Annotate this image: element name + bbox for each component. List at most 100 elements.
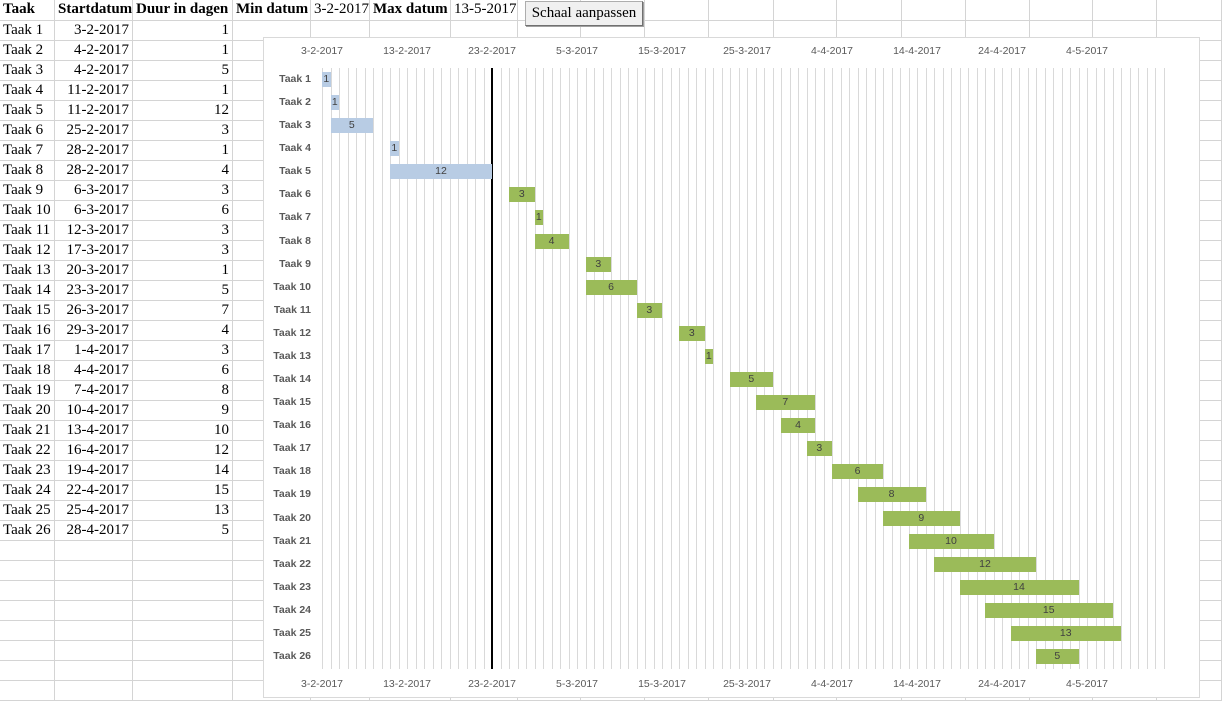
duration-cell[interactable]: 12 xyxy=(133,101,233,121)
start-date-cell[interactable]: 26-3-2017 xyxy=(55,301,133,321)
task-name-cell[interactable]: Taak 1 xyxy=(0,21,55,41)
empty-cell[interactable] xyxy=(55,541,133,561)
empty-cell[interactable] xyxy=(0,541,55,561)
duration-cell[interactable]: 8 xyxy=(133,381,233,401)
empty-cell[interactable] xyxy=(0,681,55,701)
start-date-cell[interactable]: 10-4-2017 xyxy=(55,401,133,421)
gantt-bar[interactable]: 5 xyxy=(1036,649,1079,664)
task-name-cell[interactable]: Taak 15 xyxy=(0,301,55,321)
task-name-cell[interactable]: Taak 22 xyxy=(0,441,55,461)
start-date-cell[interactable]: 12-3-2017 xyxy=(55,221,133,241)
gantt-bar[interactable]: 5 xyxy=(330,118,373,134)
duration-cell[interactable]: 1 xyxy=(133,141,233,161)
task-name-cell[interactable]: Taak 6 xyxy=(0,121,55,141)
start-date-cell[interactable]: 3-2-2017 xyxy=(55,21,133,41)
duration-cell[interactable]: 1 xyxy=(133,261,233,281)
gantt-bar[interactable]: 1 xyxy=(534,210,543,226)
duration-cell[interactable]: 9 xyxy=(133,401,233,421)
duration-cell[interactable]: 5 xyxy=(133,61,233,81)
start-date-cell[interactable]: 16-4-2017 xyxy=(55,441,133,461)
empty-cell[interactable] xyxy=(55,661,133,681)
empty-cell[interactable] xyxy=(133,601,233,621)
task-name-cell[interactable]: Taak 23 xyxy=(0,461,55,481)
start-date-cell[interactable]: 11-2-2017 xyxy=(55,81,133,101)
empty-cell[interactable] xyxy=(645,0,709,21)
gantt-bar[interactable]: 12 xyxy=(934,556,1036,572)
duration-cell[interactable]: 13 xyxy=(133,501,233,521)
duration-cell[interactable]: 3 xyxy=(133,181,233,201)
empty-cell[interactable] xyxy=(133,641,233,661)
task-name-cell[interactable]: Taak 2 xyxy=(0,41,55,61)
start-date-cell[interactable]: 20-3-2017 xyxy=(55,261,133,281)
start-date-cell[interactable]: 6-3-2017 xyxy=(55,181,133,201)
header-cell[interactable]: Taak xyxy=(0,0,55,21)
empty-cell[interactable] xyxy=(133,541,233,561)
gantt-bar[interactable]: 5 xyxy=(730,372,773,388)
max-datum-value[interactable]: 13-5-2017 xyxy=(451,0,518,21)
empty-cell[interactable] xyxy=(55,681,133,701)
gantt-bar[interactable]: 3 xyxy=(509,187,535,203)
duration-cell[interactable]: 10 xyxy=(133,421,233,441)
gantt-bar[interactable]: 8 xyxy=(857,487,926,503)
task-name-cell[interactable]: Taak 4 xyxy=(0,81,55,101)
empty-cell[interactable] xyxy=(55,561,133,581)
task-name-cell[interactable]: Taak 18 xyxy=(0,361,55,381)
start-date-cell[interactable]: 28-2-2017 xyxy=(55,141,133,161)
task-name-cell[interactable]: Taak 11 xyxy=(0,221,55,241)
start-date-cell[interactable]: 23-3-2017 xyxy=(55,281,133,301)
gantt-bar[interactable]: 10 xyxy=(908,533,994,549)
duration-cell[interactable]: 4 xyxy=(133,161,233,181)
start-date-cell[interactable]: 1-4-2017 xyxy=(55,341,133,361)
start-date-cell[interactable]: 7-4-2017 xyxy=(55,381,133,401)
duration-cell[interactable]: 5 xyxy=(133,281,233,301)
gantt-bar[interactable]: 7 xyxy=(755,395,815,411)
duration-cell[interactable]: 1 xyxy=(133,41,233,61)
duration-cell[interactable]: 1 xyxy=(133,21,233,41)
min-datum-value[interactable]: 3-2-2017 xyxy=(311,0,370,21)
task-name-cell[interactable]: Taak 21 xyxy=(0,421,55,441)
duration-cell[interactable]: 3 xyxy=(133,221,233,241)
gantt-bar[interactable]: 4 xyxy=(781,418,815,434)
header-cell[interactable]: Duur in dagen xyxy=(133,0,233,21)
start-date-cell[interactable]: 22-4-2017 xyxy=(55,481,133,501)
task-name-cell[interactable]: Taak 13 xyxy=(0,261,55,281)
gantt-bar[interactable]: 1 xyxy=(322,72,331,87)
empty-cell[interactable] xyxy=(55,621,133,641)
start-date-cell[interactable]: 29-3-2017 xyxy=(55,321,133,341)
empty-cell[interactable] xyxy=(1030,0,1093,21)
duration-cell[interactable]: 6 xyxy=(133,201,233,221)
task-name-cell[interactable]: Taak 14 xyxy=(0,281,55,301)
start-date-cell[interactable]: 6-3-2017 xyxy=(55,201,133,221)
start-date-cell[interactable]: 25-2-2017 xyxy=(55,121,133,141)
start-date-cell[interactable]: 25-4-2017 xyxy=(55,501,133,521)
gantt-bar[interactable]: 3 xyxy=(806,441,832,457)
task-name-cell[interactable]: Taak 10 xyxy=(0,201,55,221)
gantt-bar[interactable]: 3 xyxy=(679,325,705,341)
duration-cell[interactable]: 3 xyxy=(133,241,233,261)
start-date-cell[interactable]: 28-4-2017 xyxy=(55,521,133,541)
duration-cell[interactable]: 6 xyxy=(133,361,233,381)
empty-cell[interactable] xyxy=(133,661,233,681)
max-datum-label[interactable]: Max datum xyxy=(370,0,451,21)
duration-cell[interactable]: 5 xyxy=(133,521,233,541)
duration-cell[interactable]: 1 xyxy=(133,81,233,101)
duration-cell[interactable]: 3 xyxy=(133,121,233,141)
gantt-bar[interactable]: 6 xyxy=(832,464,883,480)
duration-cell[interactable]: 7 xyxy=(133,301,233,321)
start-date-cell[interactable]: 13-4-2017 xyxy=(55,421,133,441)
task-name-cell[interactable]: Taak 8 xyxy=(0,161,55,181)
task-name-cell[interactable]: Taak 5 xyxy=(0,101,55,121)
duration-cell[interactable]: 4 xyxy=(133,321,233,341)
duration-cell[interactable]: 14 xyxy=(133,461,233,481)
gantt-bar[interactable]: 12 xyxy=(390,164,492,180)
empty-cell[interactable] xyxy=(966,0,1030,21)
empty-cell[interactable] xyxy=(55,641,133,661)
duration-cell[interactable]: 15 xyxy=(133,481,233,501)
gantt-bar[interactable]: 15 xyxy=(985,602,1113,618)
empty-cell[interactable] xyxy=(902,0,966,21)
task-name-cell[interactable]: Taak 24 xyxy=(0,481,55,501)
task-name-cell[interactable]: Taak 9 xyxy=(0,181,55,201)
task-name-cell[interactable]: Taak 17 xyxy=(0,341,55,361)
empty-cell[interactable] xyxy=(0,601,55,621)
duration-cell[interactable]: 3 xyxy=(133,341,233,361)
